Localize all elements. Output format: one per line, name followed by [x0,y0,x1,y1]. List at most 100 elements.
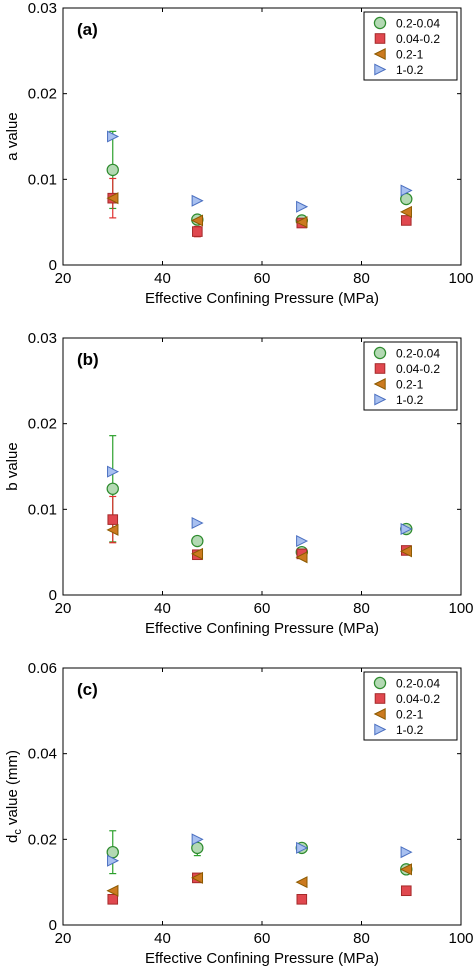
x-axis-label: Effective Confining Pressure (MPa) [145,290,379,307]
data-point [106,163,119,177]
x-tick-label: 60 [254,930,271,947]
legend-marker [373,676,387,690]
data-point [192,226,203,237]
data-point [296,535,309,548]
data-point [106,192,119,205]
x-tick-label: 80 [353,600,370,617]
legend: 0.2-0.040.04-0.2 0.2-11-0.2 [363,11,458,81]
panel-label: (c) [77,680,98,699]
series-2 [107,495,412,561]
data-point [191,534,204,548]
series-3 [106,523,412,564]
legend-label: 0.04-0.2 [396,32,440,46]
x-tick-label: 20 [55,930,72,947]
legend-marker [373,377,386,391]
data-point [107,514,119,525]
data-point [399,545,412,558]
x-axis-label: Effective Confining Pressure (MPa) [145,950,379,967]
data-point [107,130,120,143]
data-point [400,215,412,226]
legend-marker [374,363,386,374]
x-axis-label: Effective Confining Pressure (MPa) [145,620,379,637]
data-point [295,876,308,889]
legend-marker [374,723,387,736]
series-1 [106,830,413,876]
chart-panel-1: 20 40 60 80 100 0 0.01 0.02 0.03 Effective Confin… [4,0,474,307]
y-tick-label: 0.02 [28,86,57,103]
legend-label: 1-0.2 [396,63,424,77]
legend-marker [374,33,386,44]
data-point [296,894,308,905]
legend-label: 0.04-0.2 [396,692,440,706]
y-tick-label: 0 [49,587,57,604]
legend: 0.2-0.040.04-0.2 0.2-11-0.2 [363,671,458,741]
y-tick-label: 0.02 [28,831,57,848]
series-4 [107,833,413,867]
data-point [106,884,119,897]
legend-label: 0.2-0.04 [396,17,440,31]
legend-marker [374,63,387,76]
data-point [400,885,412,897]
y-axis-label-rest: value (mm) [4,750,21,829]
x-tick-label: 20 [55,270,72,287]
y-tick-label: 0.06 [28,660,57,677]
data-point [191,547,204,560]
x-tick-label: 40 [154,270,171,287]
chart-panel-2: 20 40 60 80 100 0 0.01 0.02 0.03 Effective Confin… [4,330,474,637]
data-point [296,841,309,854]
x-tick-label: 60 [254,270,271,287]
legend-label: 1-0.2 [396,723,424,737]
y-tick-label: 0.02 [28,416,57,433]
panel-label: (a) [77,20,98,39]
data-point [191,214,204,227]
y-axis-label-subscript: c [12,829,24,835]
data-point [400,184,413,197]
data-point [295,216,308,229]
chart-panel-3: 20 40 60 80 100 0 0.02 0.04 0.06 Effective Confin… [4,660,474,967]
legend-label: 0.2-1 [396,48,424,62]
y-axis-label: b value [4,442,21,490]
data-point [191,517,204,530]
data-point [107,894,119,905]
legend-marker [373,346,387,360]
legend-label: 0.2-0.04 [396,677,440,691]
legend-label: 0.2-0.04 [396,347,440,361]
data-point [296,200,309,213]
x-tick-label: 100 [448,930,473,947]
x-tick-label: 100 [448,270,473,287]
x-tick-label: 20 [55,600,72,617]
data-point [400,523,413,536]
data-point [295,551,308,564]
legend-marker [374,693,386,704]
y-tick-label: 0.01 [28,171,57,188]
series-2 [107,872,412,905]
legend-label: 1-0.2 [396,393,424,407]
x-tick-label: 60 [254,600,271,617]
y-axis-label: dc value (mm) [4,750,24,843]
data-point [400,846,413,859]
y-tick-label: 0.03 [28,330,57,347]
y-tick-label: 0 [49,917,57,934]
y-tick-label: 0.04 [28,746,57,763]
series-2 [107,177,412,238]
x-tick-label: 100 [448,600,473,617]
series-4 [107,465,413,548]
series-1 [106,130,413,227]
series-3 [106,192,412,229]
data-point [191,871,204,884]
y-axis-label-main: d [4,835,21,843]
legend-label: 0.04-0.2 [396,362,440,376]
x-tick-label: 80 [353,930,370,947]
x-tick-label: 40 [154,600,171,617]
data-point [106,482,119,495]
y-tick-label: 0 [49,257,57,274]
legend-marker [373,16,387,30]
data-point [106,523,119,536]
x-tick-label: 80 [353,270,370,287]
panel-label: (b) [77,350,99,369]
y-tick-label: 0.03 [28,0,57,17]
y-tick-label: 0.01 [28,501,57,518]
legend-marker [373,47,386,61]
legend: 0.2-0.040.04-0.2 0.2-11-0.2 [363,341,458,411]
